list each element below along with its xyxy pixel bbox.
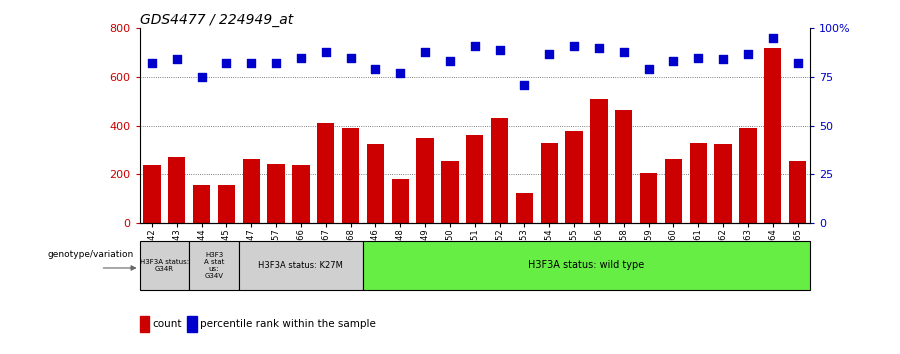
Bar (218, 185, 235, 223)
Bar (342, 128, 359, 223)
Point (269, 61, 284, 66)
Point (691, 55, 706, 60)
Bar (292, 165, 310, 223)
Text: H3F3
A stat
us:
G34V: H3F3 A stat us: G34V (203, 252, 224, 279)
Point (368, 67, 382, 72)
Bar (267, 164, 284, 223)
Point (169, 57, 184, 62)
Point (567, 43, 581, 48)
Text: percentile rank within the sample: percentile rank within the sample (201, 319, 376, 329)
Bar (143, 165, 160, 223)
Bar (363, 241, 810, 290)
Text: GDS4477 / 224949_at: GDS4477 / 224949_at (140, 13, 292, 27)
Point (616, 49, 631, 55)
Text: genotype/variation: genotype/variation (48, 250, 134, 259)
Point (716, 57, 730, 62)
Point (591, 45, 606, 51)
Bar (189, 241, 239, 290)
Bar (640, 173, 657, 223)
Bar (238, 241, 363, 290)
Bar (739, 128, 757, 223)
Bar (516, 193, 533, 223)
Bar (541, 143, 558, 223)
Bar (140, 241, 189, 290)
Bar (590, 99, 608, 223)
Bar (715, 144, 732, 223)
Bar (187, 316, 197, 332)
Point (790, 61, 805, 66)
Point (542, 51, 556, 56)
Bar (764, 48, 781, 223)
Bar (417, 138, 434, 223)
Point (443, 58, 457, 64)
Point (344, 55, 358, 60)
Point (319, 49, 333, 55)
Bar (491, 118, 508, 223)
Bar (665, 159, 682, 223)
Point (518, 82, 532, 88)
Point (220, 61, 234, 66)
Point (468, 43, 482, 48)
Bar (317, 123, 335, 223)
Bar (392, 179, 409, 223)
Bar (243, 159, 260, 223)
Point (194, 74, 209, 80)
Point (492, 47, 507, 52)
Bar (689, 143, 706, 223)
Point (642, 67, 656, 72)
Point (741, 51, 755, 56)
Bar (441, 161, 459, 223)
Bar (193, 185, 211, 223)
Bar (565, 131, 583, 223)
Point (666, 58, 680, 64)
Point (145, 61, 159, 66)
Bar (366, 144, 384, 223)
Text: count: count (152, 319, 182, 329)
Text: H3F3A status: wild type: H3F3A status: wild type (528, 261, 644, 270)
Bar (466, 135, 483, 223)
Bar (789, 161, 806, 223)
Point (393, 70, 408, 76)
Bar (615, 110, 633, 223)
Bar (168, 157, 185, 223)
Text: H3F3A status: K27M: H3F3A status: K27M (258, 261, 344, 270)
Point (244, 61, 258, 66)
Point (766, 35, 780, 41)
Point (418, 49, 432, 55)
Text: H3F3A status:
G34R: H3F3A status: G34R (140, 259, 189, 272)
Point (293, 55, 308, 60)
Bar (140, 316, 148, 332)
